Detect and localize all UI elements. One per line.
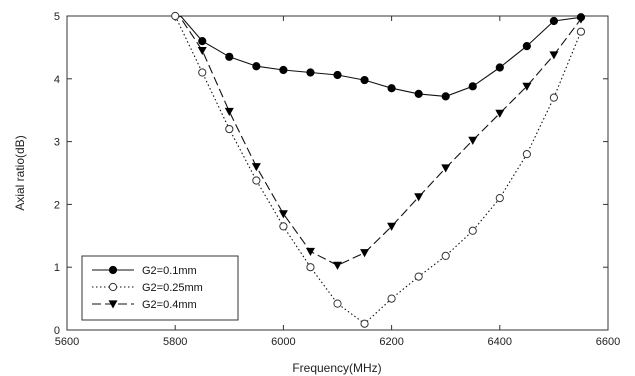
- data-point: [197, 46, 207, 56]
- data-point: [414, 89, 423, 98]
- data-point: [224, 107, 234, 116]
- data-point: [251, 163, 261, 172]
- series-1: [179, 13, 586, 101]
- y-tick-label: 3: [54, 137, 60, 149]
- data-point: [468, 82, 477, 91]
- series-line: [178, 16, 582, 266]
- data-point: [387, 222, 397, 231]
- y-tick-label: 5: [54, 11, 60, 23]
- y-tick-label: 2: [54, 199, 60, 211]
- x-tick-label: 6000: [271, 336, 295, 348]
- plot-area: [171, 11, 586, 328]
- data-point: [333, 70, 342, 80]
- data-point: [414, 193, 424, 202]
- legend-marker: [108, 265, 118, 275]
- y-tick-label: 0: [54, 325, 60, 337]
- legend-box: [81, 255, 239, 321]
- data-point: [522, 150, 531, 159]
- data-point: [333, 299, 342, 308]
- data-point: [387, 294, 396, 303]
- series-line: [179, 16, 581, 97]
- y-axis-title: Axial ratio(dB): [13, 135, 27, 210]
- data-point: [576, 15, 586, 24]
- data-point: [278, 210, 288, 219]
- x-tick-label: 5600: [55, 336, 79, 348]
- x-tick-label: 6400: [488, 336, 512, 348]
- data-point: [468, 226, 477, 235]
- data-point: [549, 16, 559, 26]
- y-tick-label: 1: [54, 262, 60, 274]
- data-point: [171, 11, 180, 21]
- y-tick-label: 4: [54, 74, 60, 86]
- x-axis-title: Frequency(MHz): [292, 361, 381, 375]
- data-point: [360, 75, 369, 85]
- data-point: [279, 222, 288, 231]
- data-point: [468, 136, 478, 145]
- legend: G2=0.1mm G2=0.25mm G2=0.4mm: [81, 255, 239, 321]
- data-point: [495, 63, 504, 72]
- data-point: [576, 27, 586, 36]
- legend-label: G2=0.4mm: [142, 299, 197, 311]
- data-point: [522, 42, 531, 51]
- data-point: [549, 51, 559, 60]
- plot-frame: [66, 15, 609, 331]
- data-point: [252, 176, 261, 185]
- data-point: [549, 93, 559, 102]
- data-point: [441, 92, 450, 101]
- data-point: [279, 65, 288, 75]
- data-point: [306, 263, 315, 272]
- data-point: [252, 62, 261, 71]
- x-tick-label: 6200: [379, 336, 403, 348]
- data-point: [225, 124, 234, 134]
- x-tick-label: 5800: [163, 336, 187, 348]
- legend-label: G2=0.1mm: [142, 265, 197, 277]
- data-point: [198, 37, 207, 46]
- data-point: [495, 194, 504, 203]
- data-point: [441, 164, 451, 173]
- data-point: [225, 52, 234, 61]
- legend-items: G2=0.1mm G2=0.25mm G2=0.4mm: [92, 265, 203, 311]
- data-point: [522, 82, 532, 91]
- data-point: [360, 319, 369, 328]
- series-3: [178, 15, 586, 270]
- legend-marker: [108, 282, 118, 292]
- data-point: [306, 68, 315, 77]
- data-point: [198, 68, 207, 77]
- series-2: [171, 11, 586, 328]
- data-point: [387, 84, 396, 93]
- data-point: [414, 272, 423, 281]
- data-point: [360, 249, 370, 258]
- legend-label: G2=0.25mm: [142, 282, 203, 294]
- data-point: [441, 251, 450, 260]
- x-tick-label: 6600: [596, 336, 620, 348]
- data-point: [495, 109, 505, 118]
- x-axis-ticks: 5600 5800 6000 6200 6400 6600: [55, 16, 620, 348]
- y-axis-ticks: 0 1 2 3 4 5: [54, 11, 608, 337]
- data-point: [305, 247, 315, 256]
- data-point: [333, 261, 342, 270]
- legend-marker: [108, 300, 118, 309]
